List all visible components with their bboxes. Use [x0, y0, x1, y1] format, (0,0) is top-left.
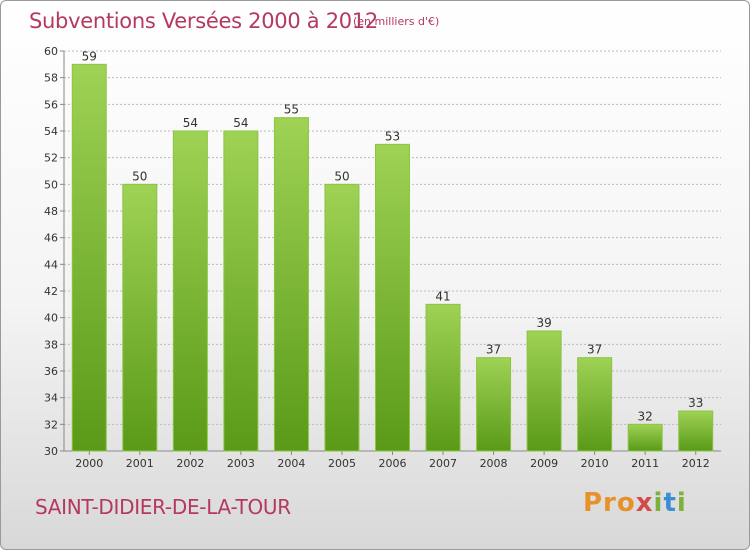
- y-tick-label: 34: [44, 392, 58, 405]
- value-label-2005: 50: [334, 169, 349, 183]
- bar-2008: [476, 357, 512, 452]
- bar-2000: [71, 63, 107, 452]
- value-label-2009: 39: [536, 316, 551, 330]
- x-tick-label-2008: 2008: [480, 457, 508, 470]
- y-tick-label: 40: [44, 312, 58, 325]
- bar-2005: [324, 183, 360, 452]
- proxiti-logo[interactable]: Proxiti: [583, 488, 687, 518]
- value-label-2011: 32: [638, 409, 653, 423]
- y-tick-label: 42: [44, 285, 58, 298]
- y-tick-label: 38: [44, 338, 58, 351]
- bar-2010: [577, 357, 613, 452]
- bar-2003: [223, 130, 259, 452]
- chart-title: Subventions Versées 2000 à 2012: [29, 9, 378, 33]
- bar-2011: [627, 423, 663, 452]
- commune-name: SAINT-DIDIER-DE-LA-TOUR: [35, 495, 291, 519]
- y-tick-label: 60: [44, 45, 58, 58]
- y-tick-label: 32: [44, 418, 58, 431]
- x-tick-label-2002: 2002: [176, 457, 204, 470]
- bar-2007: [425, 303, 461, 452]
- x-tick-label-2001: 2001: [126, 457, 154, 470]
- bar-2001: [122, 183, 158, 452]
- value-label-2010: 37: [587, 343, 602, 357]
- bar-2009: [526, 330, 562, 452]
- x-tick-label-2005: 2005: [328, 457, 356, 470]
- x-tick-label-2012: 2012: [682, 457, 710, 470]
- value-label-2006: 53: [385, 129, 400, 143]
- value-label-2004: 55: [284, 103, 299, 117]
- x-tick-label-2010: 2010: [581, 457, 609, 470]
- y-tick-label: 46: [44, 232, 58, 245]
- x-tick-label-2009: 2009: [530, 457, 558, 470]
- bar-2006: [375, 143, 410, 452]
- bar-2004: [273, 117, 309, 452]
- y-tick-label: 58: [44, 72, 58, 85]
- x-tick-label-2000: 2000: [75, 457, 103, 470]
- labels: 30 32 34 36 38 40 42 44 46 48 50 52 54 56 58 60 59 2000 50…: [44, 45, 710, 470]
- value-label-2003: 54: [233, 116, 248, 130]
- y-tick-label: 44: [44, 258, 58, 271]
- value-label-2000: 59: [82, 49, 97, 63]
- x-tick-label-2007: 2007: [429, 457, 457, 470]
- x-tick-label-2011: 2011: [631, 457, 659, 470]
- x-tick-label-2003: 2003: [227, 457, 255, 470]
- y-tick-label: 56: [44, 98, 58, 111]
- chart-unit: (en milliers d'€): [353, 15, 440, 28]
- value-label-2007: 41: [435, 289, 450, 303]
- y-tick-label: 36: [44, 365, 58, 378]
- x-tick-label-2004: 2004: [277, 457, 305, 470]
- value-label-2008: 37: [486, 343, 501, 357]
- bar-2002: [172, 130, 208, 452]
- value-label-2012: 33: [688, 396, 703, 410]
- value-label-2001: 50: [132, 169, 147, 183]
- x-tick-label-2006: 2006: [379, 457, 407, 470]
- value-label-2002: 54: [183, 116, 198, 130]
- y-tick-label: 52: [44, 152, 58, 165]
- y-tick-label: 50: [44, 178, 58, 191]
- y-tick-label: 30: [44, 445, 58, 458]
- y-tick-label: 54: [44, 125, 58, 138]
- bar-2012: [678, 410, 714, 452]
- bars: [71, 63, 714, 452]
- y-tick-label: 48: [44, 205, 58, 218]
